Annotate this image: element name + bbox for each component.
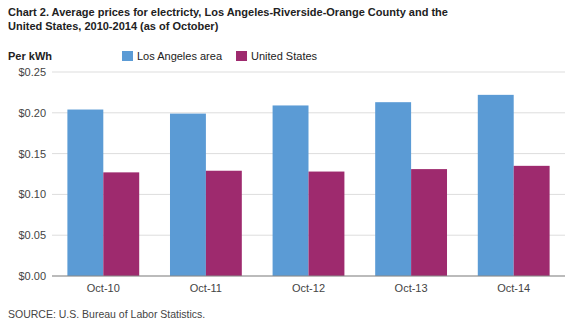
grid [52, 72, 565, 276]
bar [375, 102, 411, 276]
bar [309, 172, 345, 276]
bar [273, 105, 309, 276]
y-tick-label: $0.20 [18, 107, 46, 119]
x-tick-label: Oct-13 [395, 282, 428, 294]
x-tick-label: Oct-11 [190, 282, 222, 294]
title: Chart 2. Average prices for electricty, … [8, 6, 448, 32]
chart: Chart 2. Average prices for electricty, … [0, 0, 579, 326]
y-tick-label: $0.25 [18, 66, 46, 78]
grid-line [52, 276, 565, 277]
legend: Los Angeles area United States [122, 50, 318, 62]
legend-label: United States [251, 50, 318, 62]
legend-swatch [122, 51, 133, 61]
x-tick-label: Oct-14 [497, 282, 530, 294]
x-tick-label: Oct-10 [87, 282, 120, 294]
bar [411, 169, 447, 276]
y-tick-label: $0.15 [18, 148, 46, 160]
bars [67, 95, 549, 276]
y-tick-label: $0.05 [18, 229, 46, 241]
y-axis-label: Per kWh [8, 50, 52, 62]
bar [514, 166, 550, 276]
title-line: Chart 2. Average prices for electricty, … [8, 6, 448, 18]
legend-item: Los Angeles area [122, 50, 223, 62]
chart-container: Chart 2. Average prices for electricty, … [0, 0, 579, 326]
grid-line [52, 72, 565, 73]
legend-item: United States [236, 50, 318, 62]
source: SOURCE: U.S. Bureau of Labor Statistics. [8, 308, 205, 320]
y-tick-label: $0.10 [18, 188, 46, 200]
bar [103, 172, 139, 276]
x-tick-label: Oct-12 [292, 282, 325, 294]
bar [67, 110, 103, 276]
x-axis-line [52, 276, 565, 277]
y-tick-label: $0.00 [18, 270, 46, 282]
bar [206, 171, 242, 276]
legend-label: Los Angeles area [137, 50, 223, 62]
bar [478, 95, 514, 276]
title-line: United States, 2010-2014 (as of October) [8, 20, 219, 32]
legend-swatch [236, 51, 247, 61]
bar [170, 114, 206, 276]
